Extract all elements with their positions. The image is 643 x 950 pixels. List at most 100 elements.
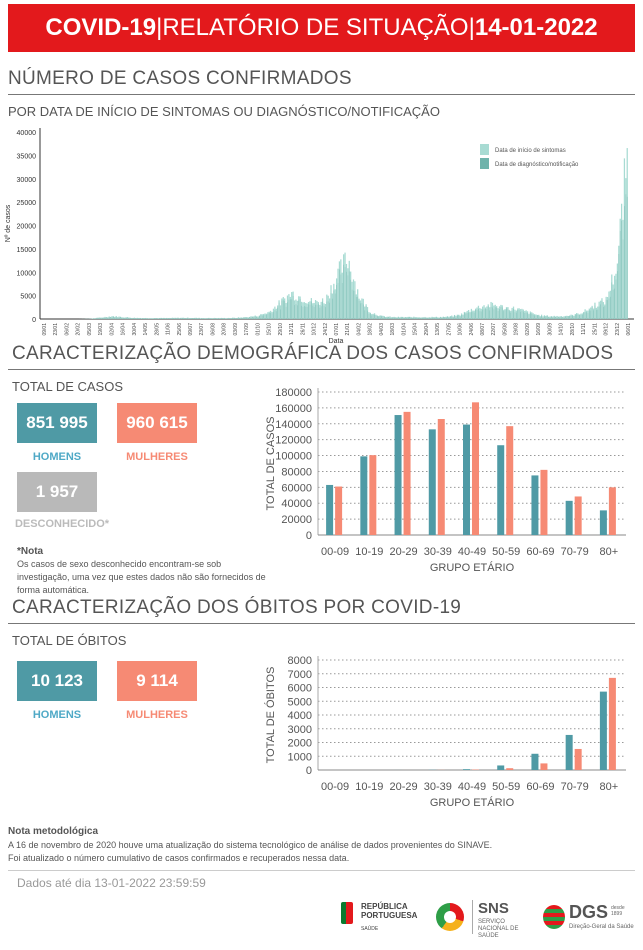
women-label: MULHERES (126, 451, 188, 463)
curve-bar-notification (378, 316, 380, 319)
curve-bar-notification (176, 318, 177, 319)
y-tick-label: 0 (32, 317, 36, 324)
curve-bar-notification (414, 317, 416, 319)
x-tick-label: 50-59 (492, 781, 520, 793)
curve-bar-notification (156, 318, 158, 319)
curve-bar-notification (132, 318, 134, 319)
curve-bar-notification (593, 310, 594, 319)
x-tick-label: 12/11 (289, 323, 295, 335)
curve-bar-notification (333, 290, 335, 319)
curve-bar-notification (483, 309, 485, 319)
x-tick-label: 00-09 (321, 781, 349, 793)
curve-bar-notification (181, 318, 183, 319)
x-tick-label: 30-39 (424, 781, 452, 793)
curve-bar-notification (487, 306, 489, 319)
curve-bar-notification (473, 312, 475, 319)
legend-symptoms: Data de início de sintomas (495, 148, 566, 154)
curve-bar-notification (393, 317, 395, 319)
curve-bar-notification (360, 303, 361, 319)
curve-bar-notification (256, 316, 257, 319)
curve-bar-notification (576, 314, 578, 319)
curve-bar-notification (117, 317, 119, 319)
unknown-label: DESCONHECIDO* (14, 518, 110, 530)
bar-mulheres (437, 419, 445, 535)
x-tick-label: 10-19 (355, 781, 383, 793)
curve-bar-notification (97, 317, 99, 319)
curve-bar-notification (416, 317, 418, 319)
x-tick-label: 15/04 (413, 323, 419, 336)
x-tick-label: 40-49 (458, 781, 486, 793)
curve-bar-notification (426, 317, 427, 319)
curve-bar-notification (458, 315, 460, 319)
curve-bar-notification (180, 317, 182, 319)
curve-bar-notification (277, 307, 279, 319)
curve-bar-notification (155, 318, 156, 319)
curve-bar-notification (625, 194, 627, 319)
curve-bar-notification (295, 304, 297, 319)
curve-bar-notification (153, 318, 155, 319)
curve-bar-notification (430, 317, 432, 319)
curve-bar-notification (298, 300, 300, 319)
x-tick-label: 10-19 (355, 546, 383, 558)
curve-bar-notification (163, 318, 165, 319)
curve-bar-notification (421, 317, 423, 319)
x-tick-label: 05/03 (87, 323, 93, 336)
curve-bar-notification (379, 315, 381, 319)
y-tick-label: 35000 (17, 153, 37, 160)
curve-bar-notification (400, 317, 402, 319)
curve-bar-notification (362, 304, 364, 319)
curve-bar-notification (619, 230, 621, 319)
curve-bar-notification (364, 310, 366, 319)
curve-bar-notification (586, 312, 587, 319)
x-tick-label: 09/12 (604, 323, 610, 336)
curve-bar-notification (239, 317, 241, 319)
y-tick-label: 60000 (281, 482, 312, 494)
dgs-logo: DGS desde 1899 Direção-Geral da Saúde (543, 902, 638, 934)
curve-bar-notification (510, 312, 512, 319)
curve-bar-notification (166, 318, 168, 319)
curve-bar-notification (172, 317, 173, 319)
y-tick-label: 7000 (288, 669, 312, 681)
curve-bar-notification (344, 267, 346, 319)
x-tick-label: 22/07 (491, 323, 497, 336)
curve-bar-notification (93, 318, 95, 319)
curve-bar-notification (438, 317, 440, 319)
note-title: *Nota (17, 546, 44, 557)
curve-bar-notification (441, 317, 443, 319)
men-label: HOMENS (32, 709, 82, 721)
curve-bar-notification (275, 311, 277, 319)
curve-bar-notification (600, 304, 601, 319)
divider (8, 623, 635, 624)
curve-bar-notification (121, 317, 123, 319)
curve-bar-notification (617, 271, 618, 319)
curve-bar-notification (555, 317, 557, 319)
curve-bar-notification (538, 315, 540, 319)
x-tick-label: 00-09 (321, 546, 349, 558)
men-label: HOMENS (32, 451, 82, 463)
curve-bar-notification (139, 318, 141, 319)
curve-bar-notification (493, 309, 495, 319)
curve-bar-notification (357, 296, 359, 319)
curve-bar-notification (523, 311, 524, 319)
x-tick-label: 18/02 (368, 323, 374, 336)
curve-bar-notification (96, 317, 97, 319)
curve-bar-notification (603, 306, 604, 319)
curve-bar-notification (118, 316, 120, 319)
divider (8, 369, 635, 370)
curve-bar-notification (305, 306, 307, 319)
x-tick-label: 21/01 (345, 323, 351, 336)
curve-bar-notification (539, 316, 541, 319)
x-tick-label: 09/07 (188, 323, 194, 336)
method-note-line2: Foi atualizado o número cumulativo de ca… (8, 853, 350, 863)
note-text: Os casos de sexo desconhecido encontram-… (17, 559, 266, 595)
curve-bar-notification (184, 318, 186, 319)
curve-bar-notification (299, 298, 301, 319)
curve-bar-notification (556, 316, 558, 319)
y-tick-label: 20000 (17, 224, 37, 231)
bar-homens (599, 510, 607, 535)
curve-bar-notification (110, 317, 111, 319)
divider (8, 870, 635, 871)
curve-bar-notification (341, 282, 343, 319)
curve-bar-notification (537, 315, 538, 319)
curve-bar-notification (395, 317, 396, 319)
